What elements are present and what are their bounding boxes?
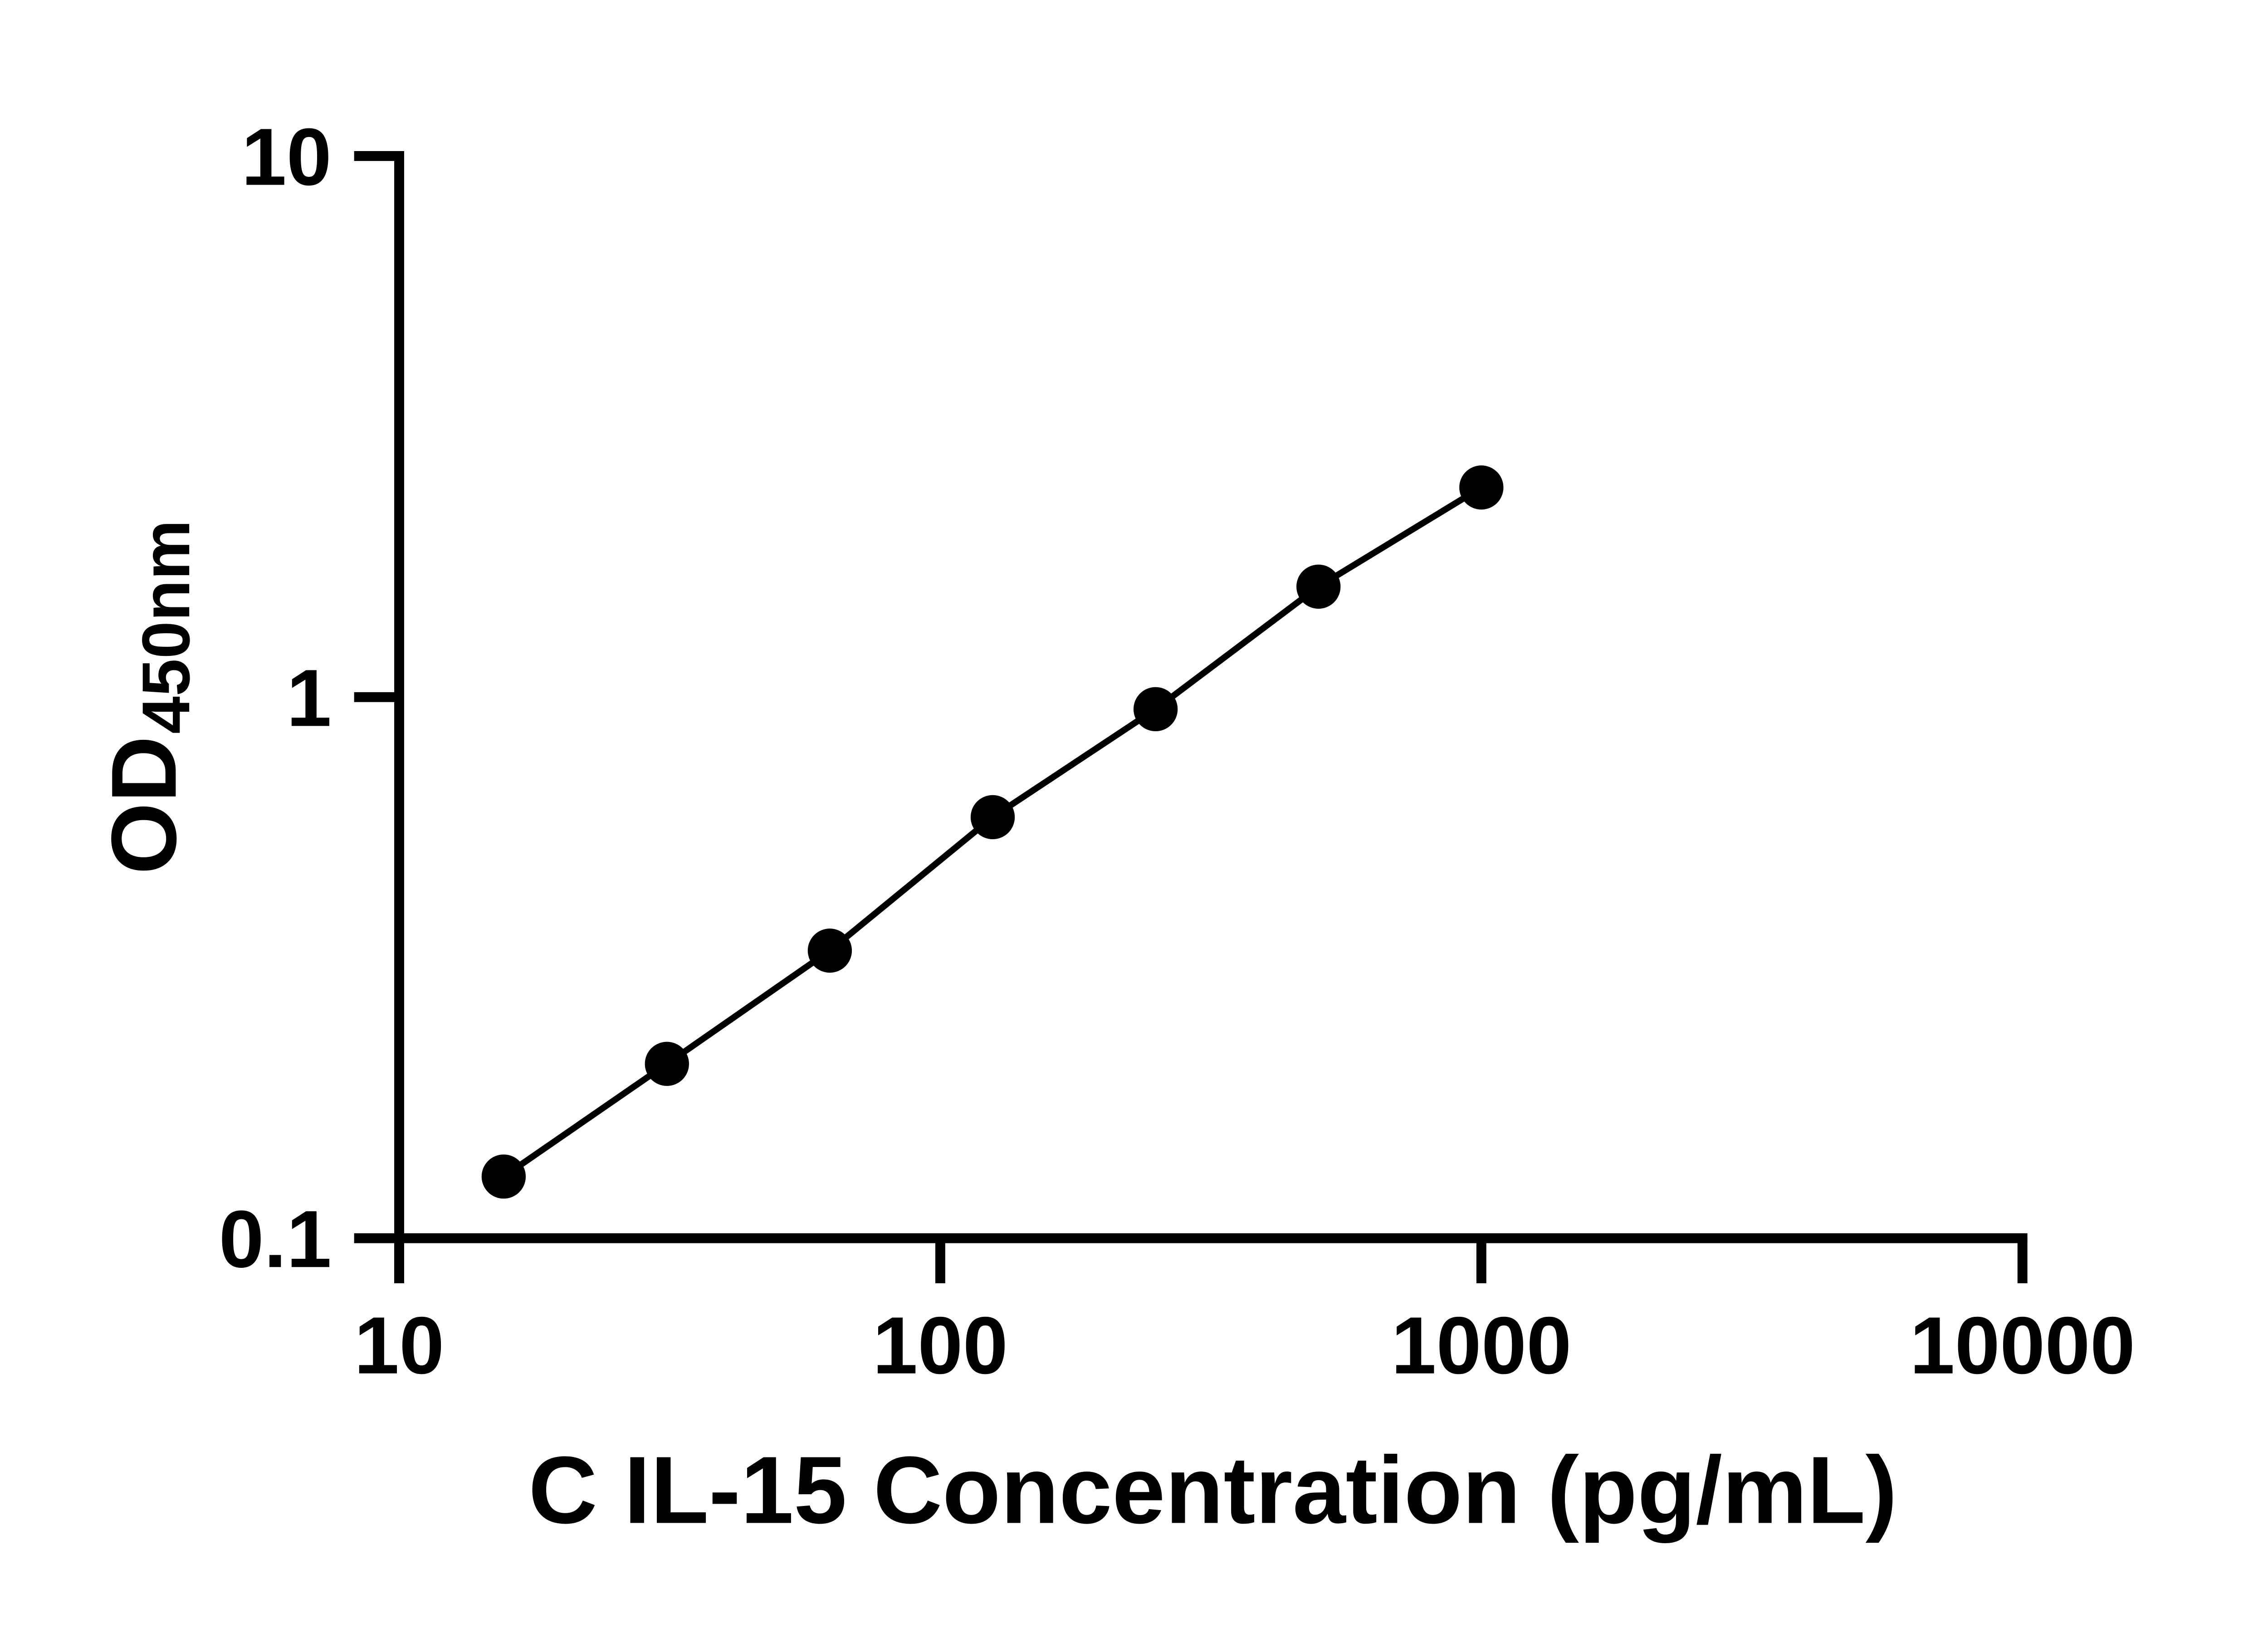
y-axis-tick-labels: 10 1 0.1	[219, 111, 332, 1284]
y-axis-title: OD 450nm	[93, 520, 204, 875]
x-axis: 10 100 1000 10000	[354, 1233, 2136, 1391]
y-axis-ticks	[354, 151, 400, 1243]
data-point	[970, 795, 1015, 840]
data-point	[807, 929, 852, 973]
x-tick-label: 10	[354, 1300, 445, 1391]
x-tick-label: 1000	[1391, 1300, 1572, 1391]
data-point	[645, 1041, 689, 1086]
x-axis-ticks	[394, 1238, 2028, 1284]
y-tick-label: 0.1	[219, 1193, 332, 1284]
data-point	[1459, 465, 1504, 510]
x-axis-title: C IL-15 Concentration (pg/mL)	[528, 1436, 1897, 1543]
data-point	[481, 1154, 526, 1199]
data-series	[481, 465, 1504, 1199]
y-tick-label: 1	[287, 652, 332, 743]
x-tick-label: 100	[873, 1300, 1008, 1391]
x-axis-tick-labels: 10 100 1000 10000	[354, 1300, 2136, 1391]
y-axis-title-main: OD	[93, 736, 196, 874]
y-axis-title-subscript: 450nm	[128, 520, 204, 734]
y-axis: 10 1 0.1	[219, 111, 404, 1284]
y-tick-label: 10	[241, 111, 332, 202]
data-point	[1133, 687, 1178, 732]
data-point	[1296, 564, 1341, 609]
x-tick-label: 10000	[1910, 1300, 2135, 1391]
